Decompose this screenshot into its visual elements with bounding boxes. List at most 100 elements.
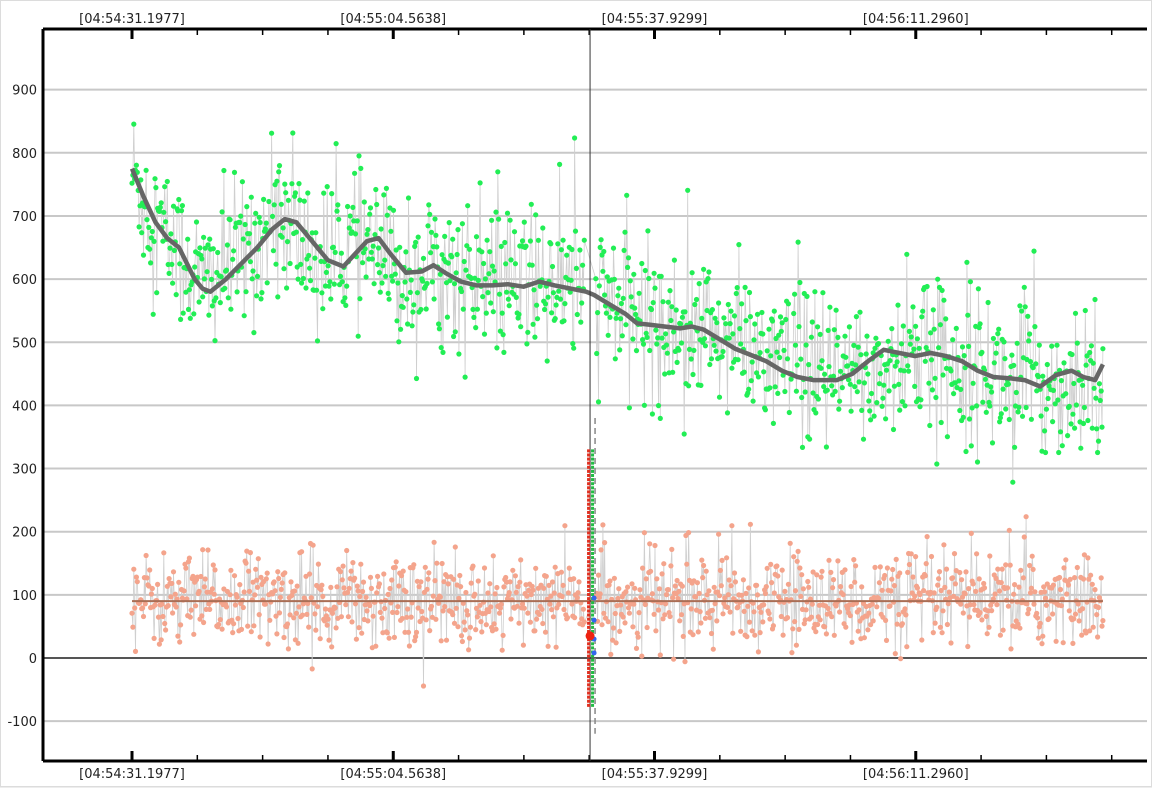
data-point — [561, 318, 567, 324]
data-point — [755, 374, 762, 380]
data-point — [574, 595, 580, 601]
data-point — [1089, 425, 1095, 431]
data-point — [1056, 449, 1062, 456]
data-point — [897, 407, 903, 413]
data-point — [1071, 616, 1077, 622]
data-point — [792, 588, 799, 594]
data-point — [858, 352, 864, 358]
data-point — [612, 610, 618, 617]
data-point — [615, 595, 621, 602]
data-point — [304, 611, 310, 618]
data-point — [712, 315, 718, 321]
data-point — [147, 567, 153, 573]
cursor-green-marker — [591, 560, 595, 564]
data-point — [991, 360, 997, 366]
data-point — [504, 289, 510, 295]
data-point — [1019, 308, 1025, 314]
data-point — [282, 570, 288, 576]
data-point — [828, 569, 834, 576]
data-point — [993, 575, 999, 582]
data-point — [307, 278, 314, 284]
data-point — [814, 572, 820, 578]
data-point — [1003, 562, 1009, 568]
data-point — [853, 314, 860, 320]
data-point — [420, 278, 426, 284]
data-point — [649, 411, 656, 417]
data-point — [549, 607, 555, 613]
cursor-green-marker — [591, 675, 595, 679]
data-point — [467, 624, 473, 630]
data-point — [523, 243, 529, 249]
cursor-green-marker — [591, 449, 595, 453]
cursor-green-marker — [591, 469, 595, 473]
data-point — [162, 184, 168, 190]
data-point — [871, 413, 877, 419]
data-point — [1044, 361, 1050, 368]
data-point — [256, 612, 262, 618]
cursor-green-marker — [591, 699, 595, 703]
data-point — [696, 281, 702, 287]
data-point — [759, 309, 765, 316]
data-point — [478, 619, 484, 625]
data-point — [981, 580, 987, 587]
data-point — [698, 382, 704, 388]
data-point — [273, 261, 279, 267]
data-point — [572, 135, 578, 141]
data-point — [597, 591, 603, 597]
cursor-red-marker — [587, 539, 591, 543]
x-tick-label-top: [04:55:37.9299] — [602, 12, 708, 27]
data-point — [163, 627, 169, 633]
data-point — [1017, 303, 1023, 309]
data-point — [1097, 397, 1103, 404]
overlay-layer — [129, 29, 1105, 761]
data-point — [959, 577, 965, 583]
data-point — [656, 586, 663, 592]
data-point — [349, 619, 355, 625]
data-point — [932, 620, 938, 626]
data-point — [808, 614, 815, 620]
data-point — [768, 561, 774, 568]
data-point — [451, 333, 457, 340]
data-point — [1027, 331, 1033, 337]
data-point — [905, 363, 911, 369]
data-point — [548, 593, 554, 599]
data-point — [648, 568, 654, 574]
data-point — [581, 619, 587, 625]
data-point — [770, 420, 777, 426]
data-point — [443, 637, 450, 643]
data-point — [155, 581, 161, 588]
data-point — [379, 280, 385, 286]
data-point — [507, 217, 513, 223]
data-point — [561, 606, 567, 613]
data-point — [669, 304, 675, 310]
cursor-green-marker — [591, 572, 595, 576]
data-point — [1095, 604, 1102, 611]
data-point — [946, 589, 952, 595]
data-point — [330, 244, 336, 250]
data-point — [796, 324, 802, 330]
data-point — [1060, 640, 1066, 646]
data-point — [167, 245, 173, 251]
data-point — [390, 278, 396, 284]
data-point — [982, 376, 989, 382]
data-point — [254, 577, 260, 583]
cursor-green-marker — [591, 515, 595, 519]
data-point — [810, 390, 816, 396]
data-point — [427, 628, 433, 634]
data-point — [655, 335, 661, 341]
data-point — [412, 638, 418, 644]
data-point — [1087, 628, 1093, 634]
data-point — [1074, 564, 1080, 571]
data-point — [474, 614, 480, 620]
data-point — [922, 358, 928, 364]
cursor-green-marker — [591, 703, 595, 707]
data-point — [395, 604, 401, 610]
data-point — [148, 591, 154, 597]
data-point — [545, 643, 551, 649]
data-point — [263, 576, 269, 582]
data-point — [580, 606, 587, 612]
data-point — [921, 588, 927, 594]
data-point — [161, 209, 167, 215]
data-point — [192, 264, 198, 270]
